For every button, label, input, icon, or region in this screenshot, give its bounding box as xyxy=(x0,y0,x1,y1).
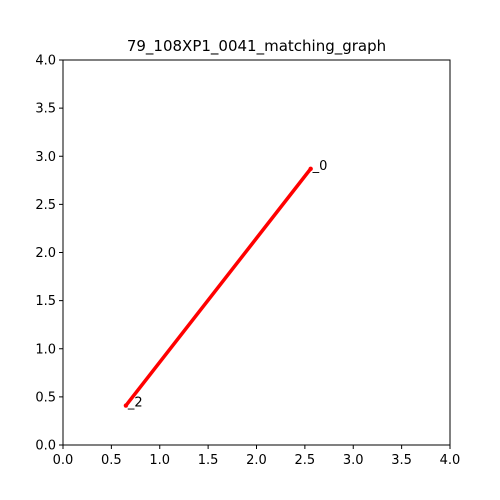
y-tick-label-6: 3.0 xyxy=(35,150,56,165)
y-tick-label-4: 2.0 xyxy=(35,246,56,261)
y-tick-label-3: 1.5 xyxy=(35,294,56,309)
y-tick-label-0: 0.0 xyxy=(35,439,56,454)
x-tick-label-5: 2.5 xyxy=(295,453,316,468)
node-label-0: _0 xyxy=(312,159,328,174)
y-tick-label-2: 1.0 xyxy=(35,342,56,357)
x-tick-label-1: 0.5 xyxy=(101,453,122,468)
x-tick-label-6: 3.0 xyxy=(343,453,364,468)
y-tick-label-8: 4.0 xyxy=(35,54,56,69)
x-tick-label-7: 3.5 xyxy=(391,453,412,468)
x-tick-label-2: 1.0 xyxy=(149,453,170,468)
y-tick-label-1: 0.5 xyxy=(35,390,56,405)
plot-frame xyxy=(62,59,451,446)
x-tick-label-4: 2.0 xyxy=(246,453,267,468)
y-tick-label-7: 3.5 xyxy=(35,102,56,117)
x-tick-label-3: 1.5 xyxy=(198,453,219,468)
axes: 0.0 0.5 1.0 1.5 2.0 2.5 3.0 3.5 4.0 0.0 0.5 1.0 1.5 2… xyxy=(35,54,460,469)
x-tick-label-8: 4.0 xyxy=(440,453,461,468)
plot-area: _0 _2 xyxy=(123,159,328,411)
series-point-0-0 xyxy=(308,166,313,171)
x-tick-label-0: 0.0 xyxy=(53,453,74,468)
node-label-1: _2 xyxy=(127,396,143,411)
series-point-0-1 xyxy=(123,403,129,408)
y-tick-label-5: 2.5 xyxy=(35,198,56,213)
series-line-0 xyxy=(124,167,313,408)
chart-title: 79_108XP1_0041_matching_graph xyxy=(127,37,386,56)
